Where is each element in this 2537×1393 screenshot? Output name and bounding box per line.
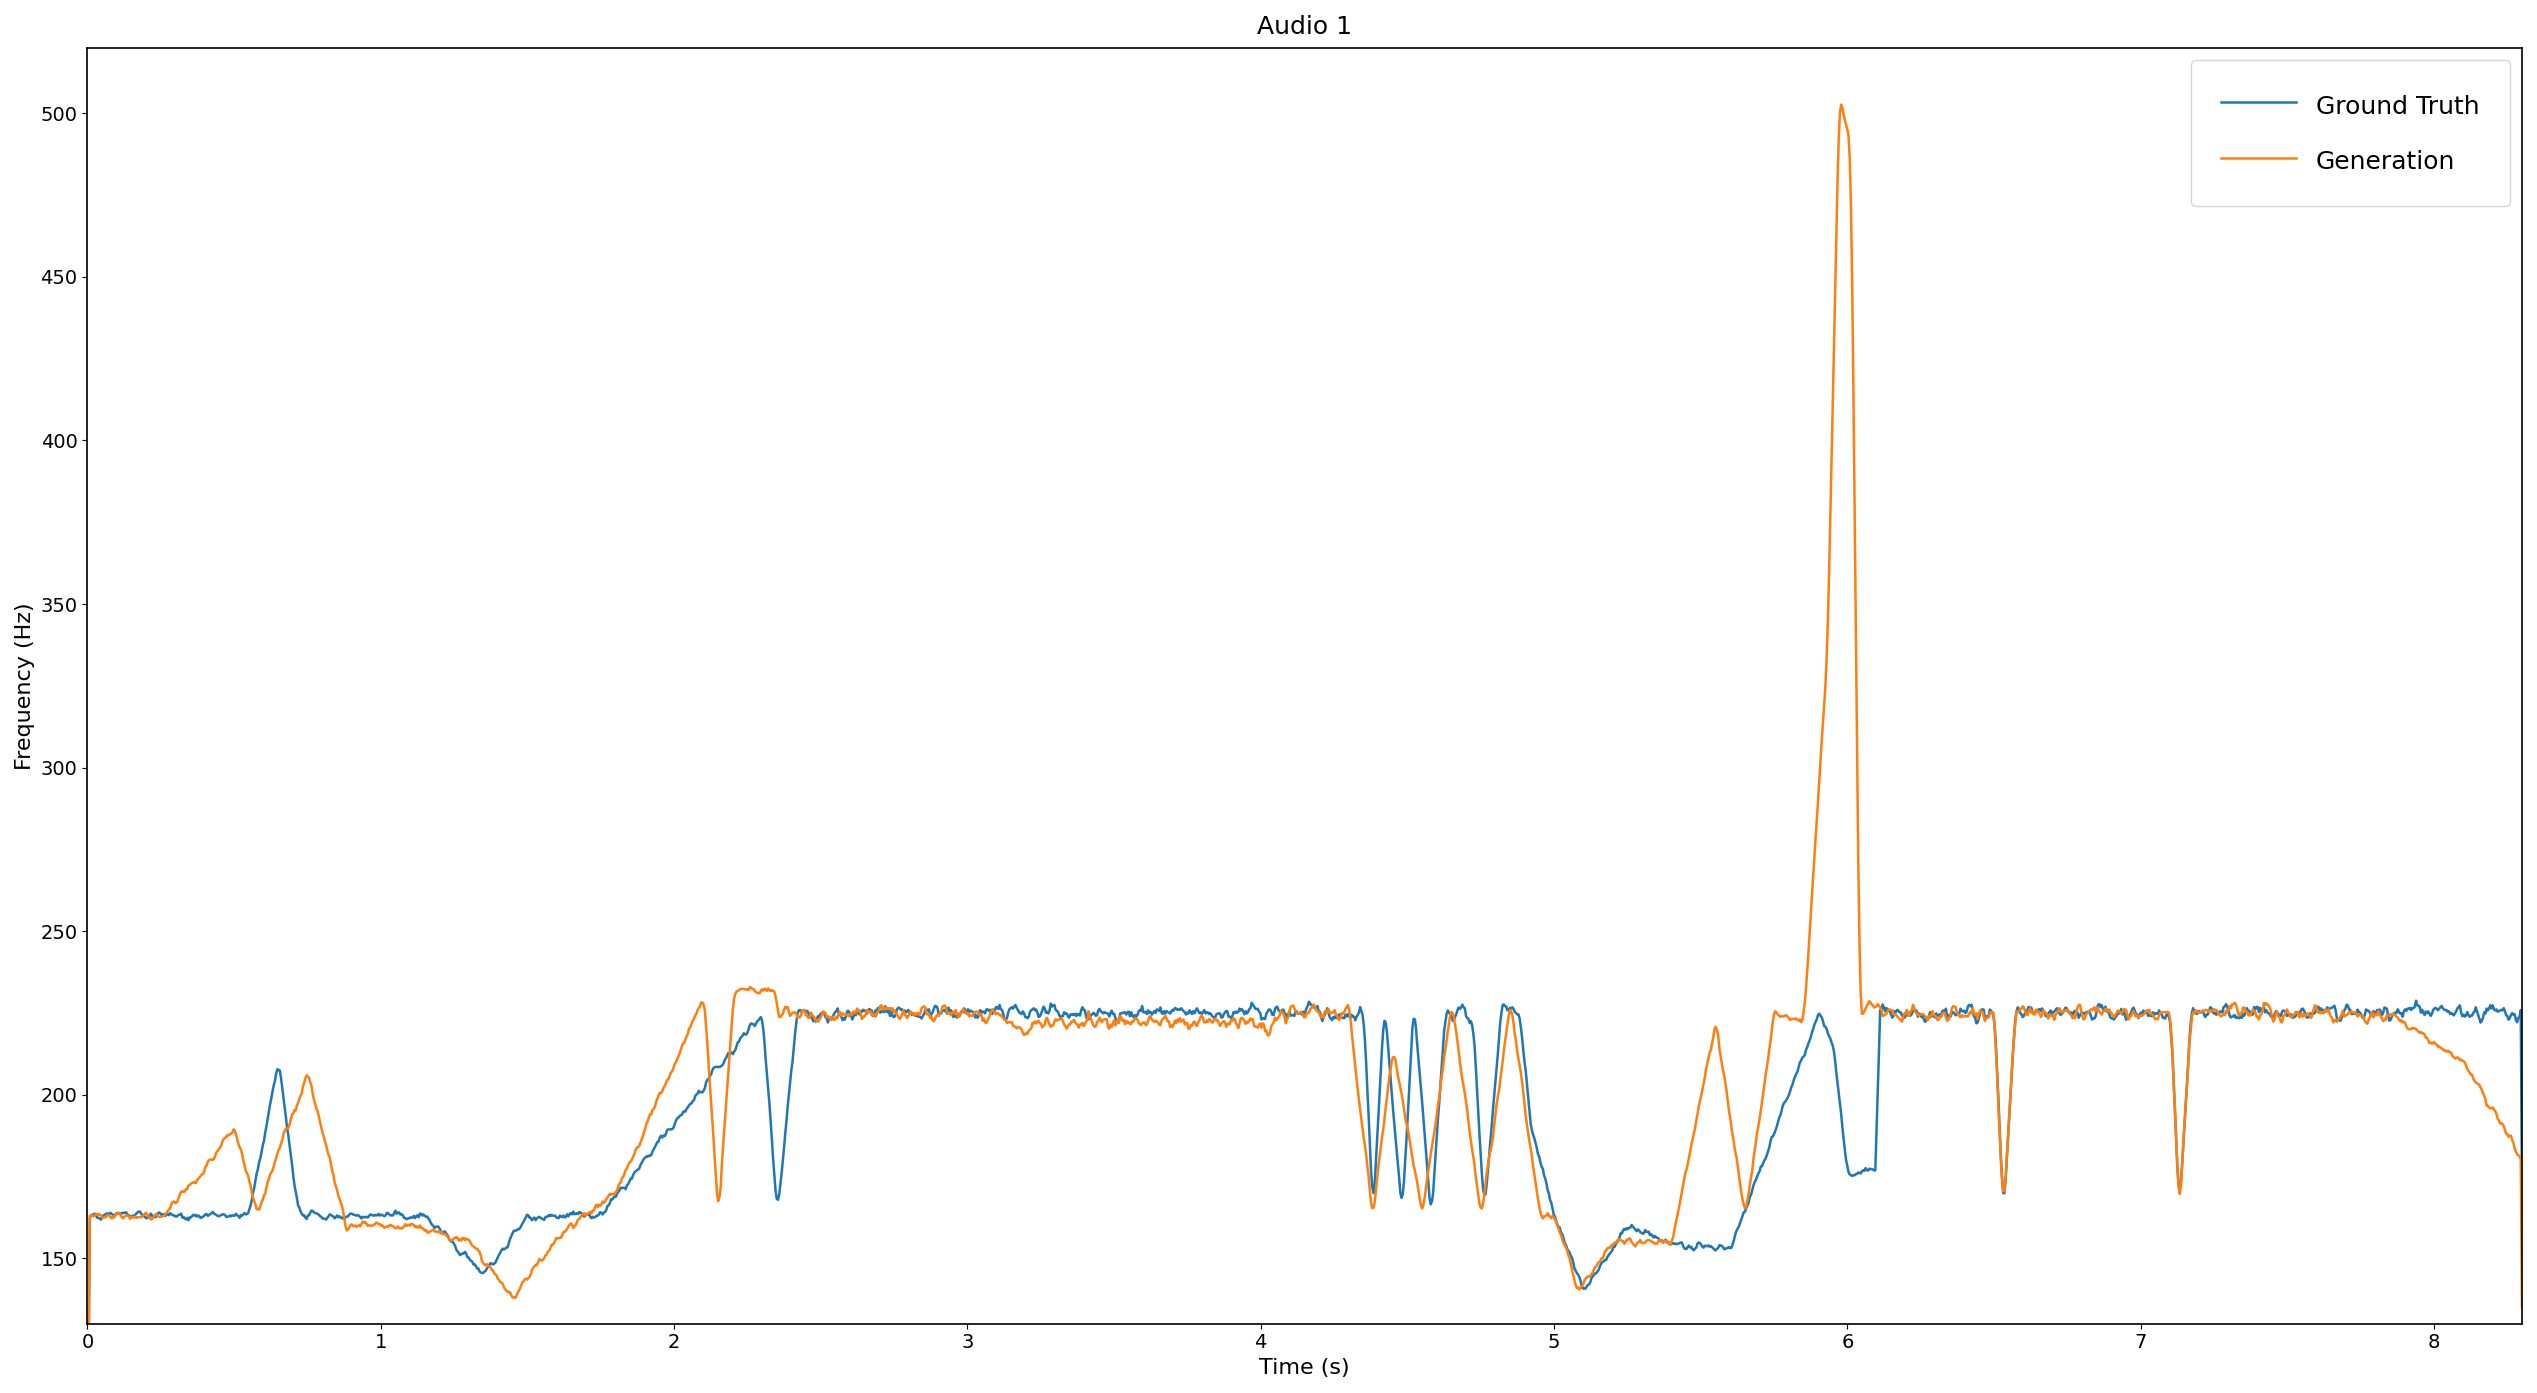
- Generation: [2438, 1048, 2469, 1064]
- Legend: Ground Truth, Generation: Ground Truth, Generation: [2192, 60, 2509, 206]
- Ground Truth: [1256, 1003, 1286, 1020]
- Ground Truth: [1192, 1004, 1223, 1021]
- Ground Truth: [2507, 1184, 2537, 1201]
- Ground Truth: [2400, 992, 2430, 1009]
- Generation: [195, 1151, 226, 1167]
- Generation: [1992, 1170, 2022, 1187]
- Ground Truth: [2436, 1004, 2466, 1021]
- Ground Truth: [2438, 1006, 2469, 1022]
- Line: Generation: Generation: [86, 104, 2522, 1393]
- Generation: [2436, 1045, 2466, 1061]
- X-axis label: Time (s): Time (s): [1258, 1358, 1350, 1378]
- Generation: [1827, 96, 1857, 113]
- Generation: [1192, 1013, 1223, 1029]
- Y-axis label: Frequency (Hz): Frequency (Hz): [15, 602, 36, 769]
- Ground Truth: [195, 1205, 226, 1222]
- Generation: [1256, 1018, 1286, 1035]
- Line: Ground Truth: Ground Truth: [86, 1000, 2522, 1393]
- Title: Audio 1: Audio 1: [1258, 15, 1352, 39]
- Ground Truth: [1989, 1185, 2019, 1202]
- Generation: [2507, 1298, 2537, 1315]
